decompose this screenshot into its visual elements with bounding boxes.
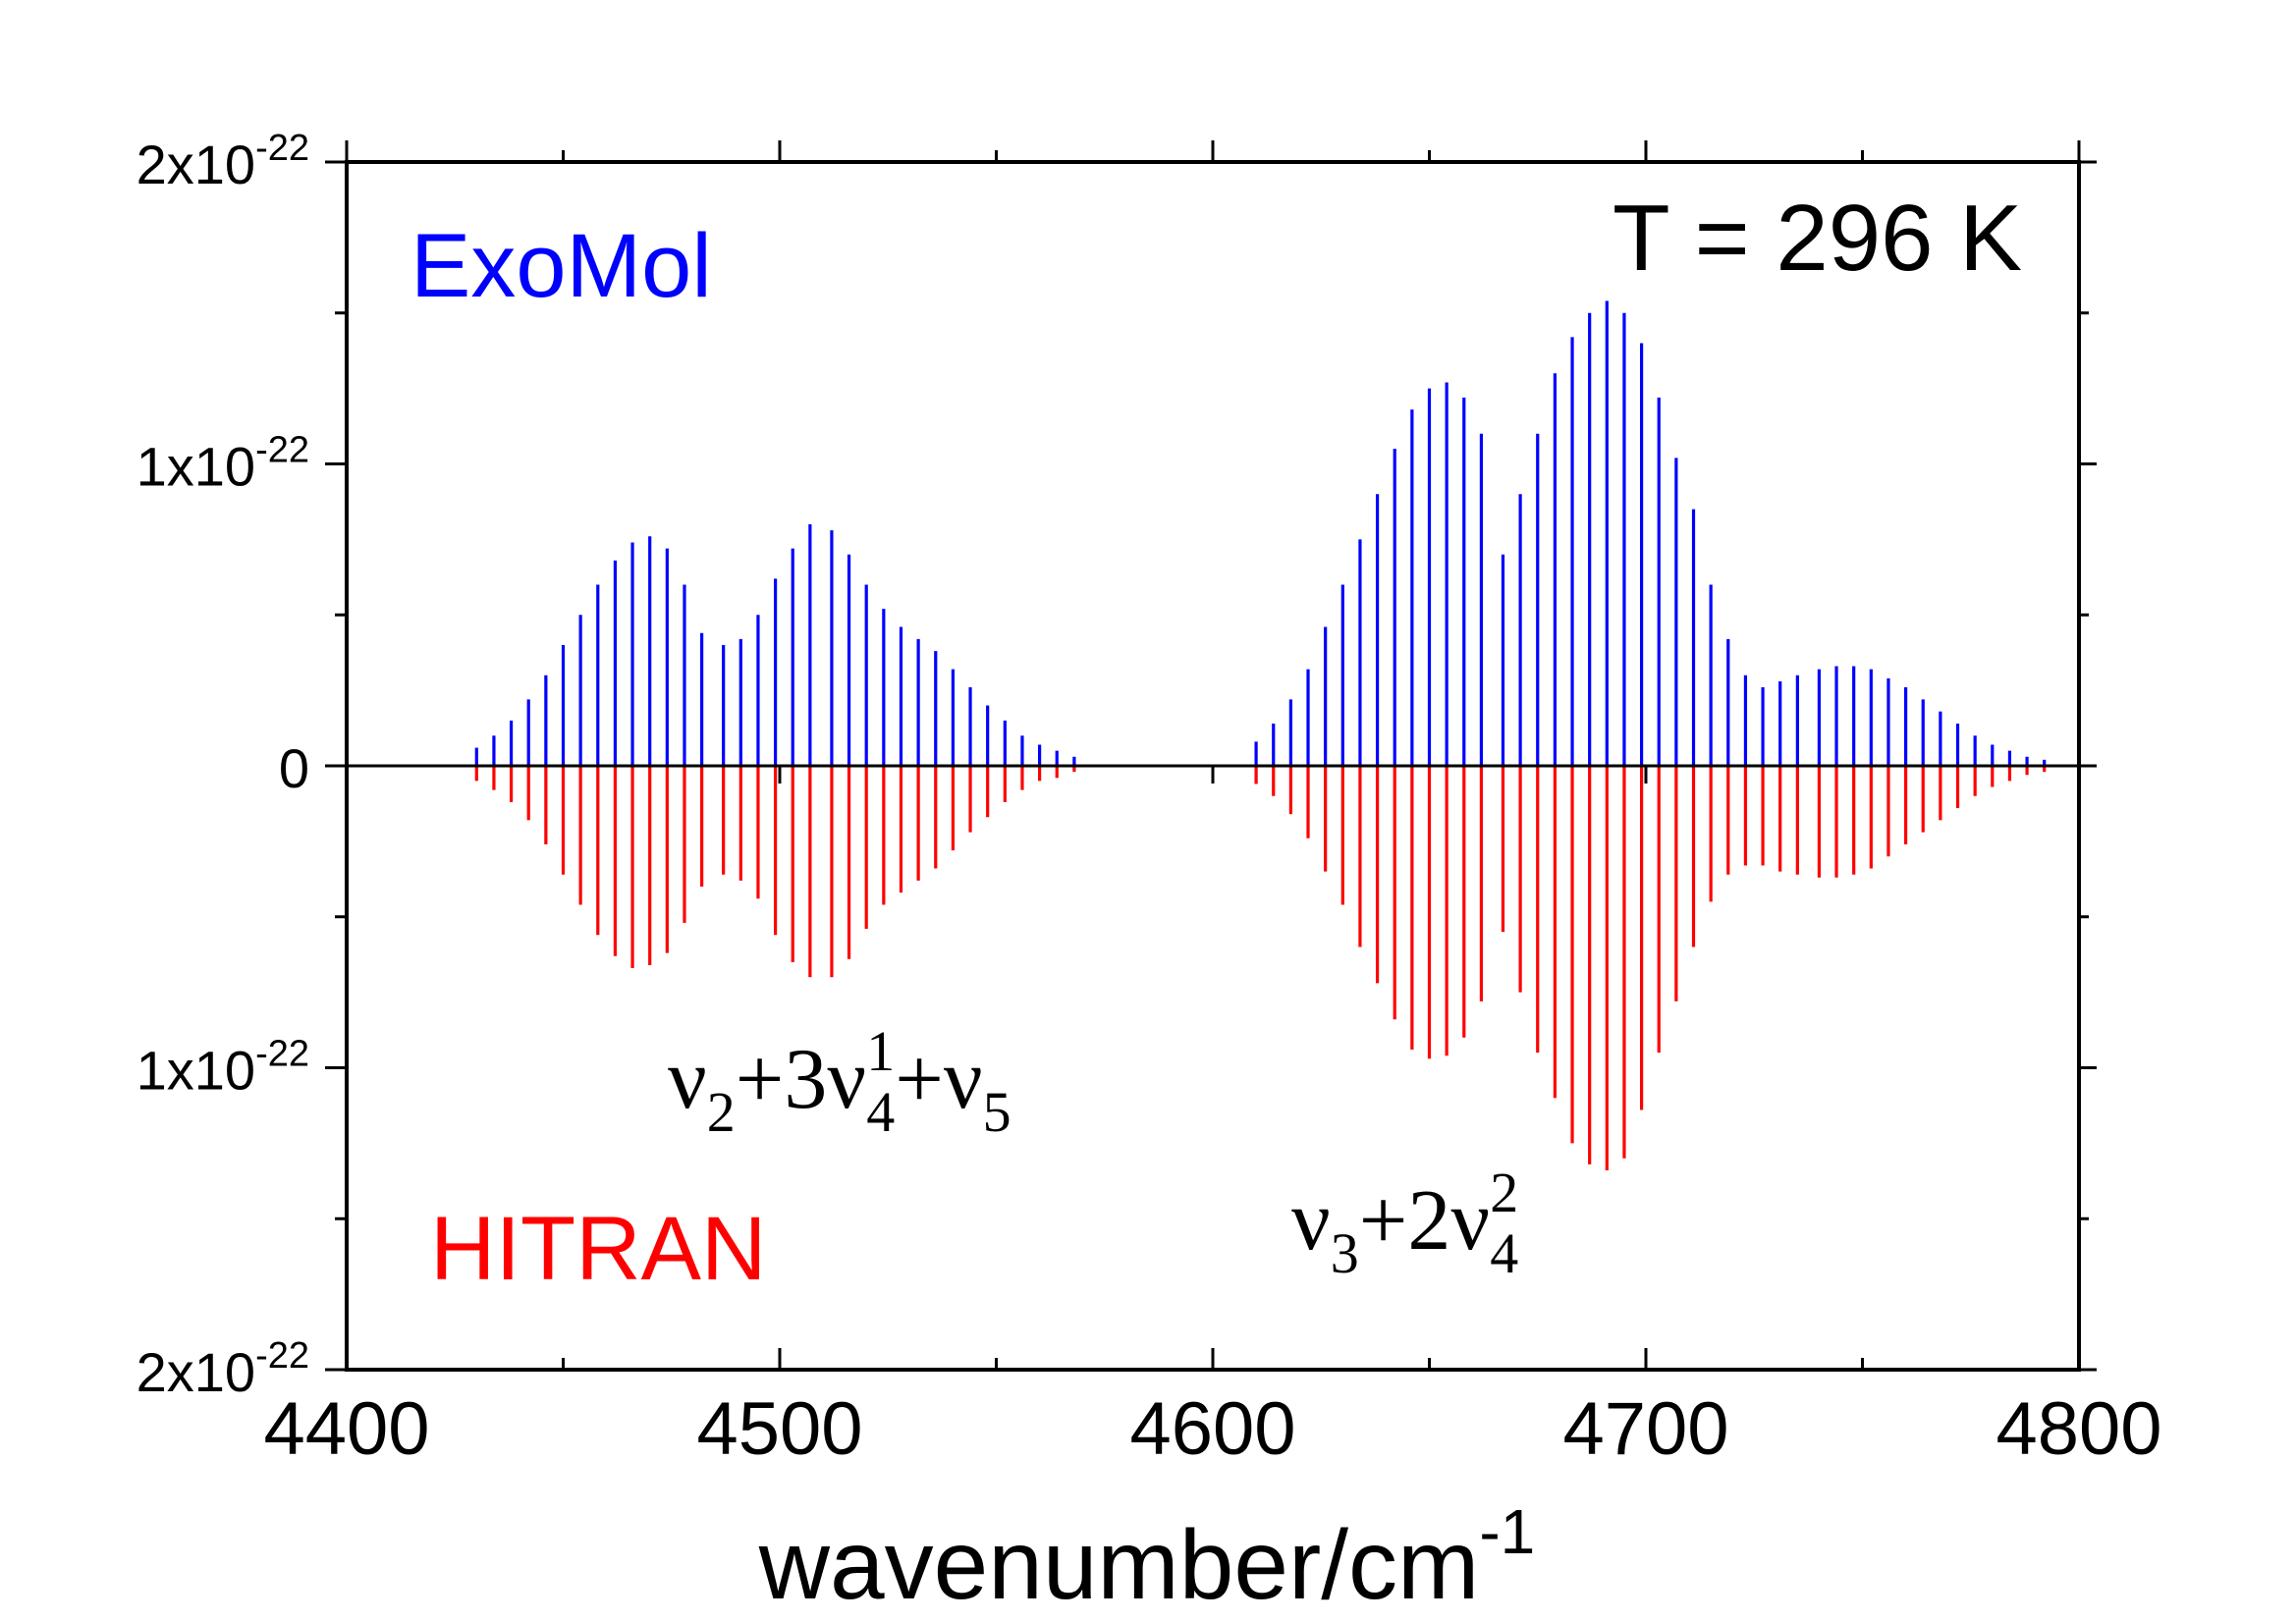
band-annotation-2: ν3+2ν2 4 [1291,1161,1518,1285]
legend-exomol: ExoMol [410,216,712,316]
y-tick-label: 2x10-22 [137,128,309,195]
hitran-series [474,766,2047,1171]
temperature-label: T = 296 K [1613,186,2022,291]
y-tick-label: 2x10-22 [137,1335,309,1403]
legend-hitran: HITRAN [430,1199,766,1299]
x-tick-label: 4700 [1562,1387,1728,1471]
band-annotation-1: ν2+3ν1 4+ν5 [668,1019,1011,1144]
x-tick-label: 4400 [263,1387,429,1471]
x-tick-label: 4800 [1995,1387,2161,1471]
y-tick-label: 1x10-22 [137,1034,309,1102]
x-tick-label: 4500 [696,1387,862,1471]
y-tick-label: 0 [279,737,309,799]
x-axis-label: wavenumber/cm-1 [758,1496,1536,1620]
axis-ticks: 4400 4500 4600 4700 4800 2x10-22 1x10-22 0 1x10-… [137,128,2162,1471]
exomol-series [474,300,2047,766]
y-tick-label: 1x10-22 [137,430,309,498]
x-tick-label: 4600 [1129,1387,1295,1471]
